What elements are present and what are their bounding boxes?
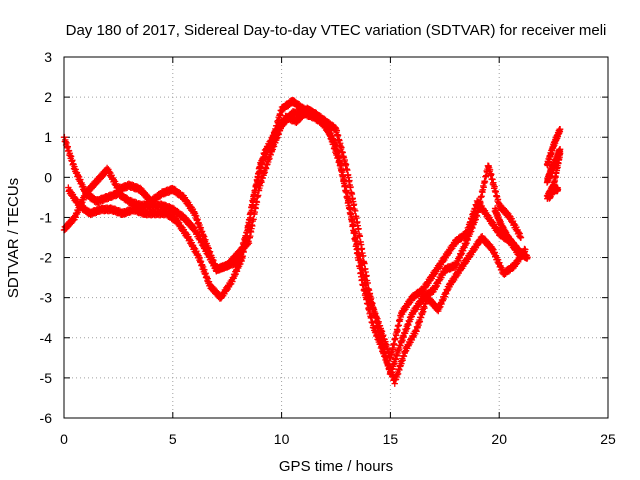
- data-point-marker: [247, 214, 254, 222]
- data-point-marker: [524, 254, 531, 261]
- data-point-marker: [352, 207, 359, 215]
- y-tick-label: -3: [40, 290, 53, 306]
- x-tick-label: 20: [491, 431, 507, 447]
- data-point-marker: [556, 126, 564, 133]
- data-point-marker: [352, 237, 359, 245]
- y-tick-label: -6: [40, 410, 53, 426]
- data-point-marker: [355, 225, 362, 232]
- y-tick-label: 3: [44, 49, 52, 65]
- plot-frame: [63, 56, 609, 419]
- data-series: [546, 184, 562, 202]
- chart-title: Day 180 of 2017, Sidereal Day-to-day VTE…: [66, 22, 607, 39]
- data-series: [60, 108, 525, 362]
- data-point-marker: [517, 234, 525, 241]
- y-tick-label: -1: [40, 209, 53, 225]
- x-tick-label: 15: [383, 431, 399, 447]
- data-point-marker: [360, 252, 367, 259]
- y-tick-label: 0: [44, 169, 52, 185]
- data-point-marker: [347, 183, 354, 191]
- x-tick-label: 10: [274, 431, 290, 447]
- y-axis-label: SDTVAR / TECUs: [5, 178, 22, 298]
- data-series: [60, 96, 525, 378]
- x-tick-label: 5: [169, 431, 177, 447]
- y-tick-label: -4: [40, 330, 53, 346]
- y-tick-label: 2: [44, 89, 52, 105]
- tick-layer: 0 5 10 15 20 25 -6 -5 -4 -3 -2 -1 0 1 2 3: [40, 49, 616, 447]
- y-tick-label: 1: [44, 129, 52, 145]
- data-series: [65, 104, 529, 387]
- data-point-marker: [350, 229, 358, 237]
- data-point-marker: [556, 146, 564, 153]
- data-point-marker: [364, 279, 372, 287]
- data-point-marker: [255, 170, 262, 178]
- data-point-marker: [361, 260, 368, 267]
- y-tick-label: -2: [40, 250, 53, 266]
- data-series: [491, 205, 531, 263]
- data-series: [543, 126, 564, 169]
- grid-layer: [64, 57, 608, 418]
- data-point-marker: [355, 257, 362, 264]
- x-tick-label: 25: [600, 431, 616, 447]
- y-tick-label: -5: [40, 370, 53, 386]
- data-series: [543, 146, 564, 186]
- data-point-marker: [356, 233, 364, 240]
- data-point-marker: [252, 189, 259, 196]
- x-axis-label: GPS time / hours: [279, 458, 393, 475]
- data-point-marker: [554, 186, 562, 193]
- x-tick-label: 0: [60, 431, 68, 447]
- series-layer: [60, 96, 564, 387]
